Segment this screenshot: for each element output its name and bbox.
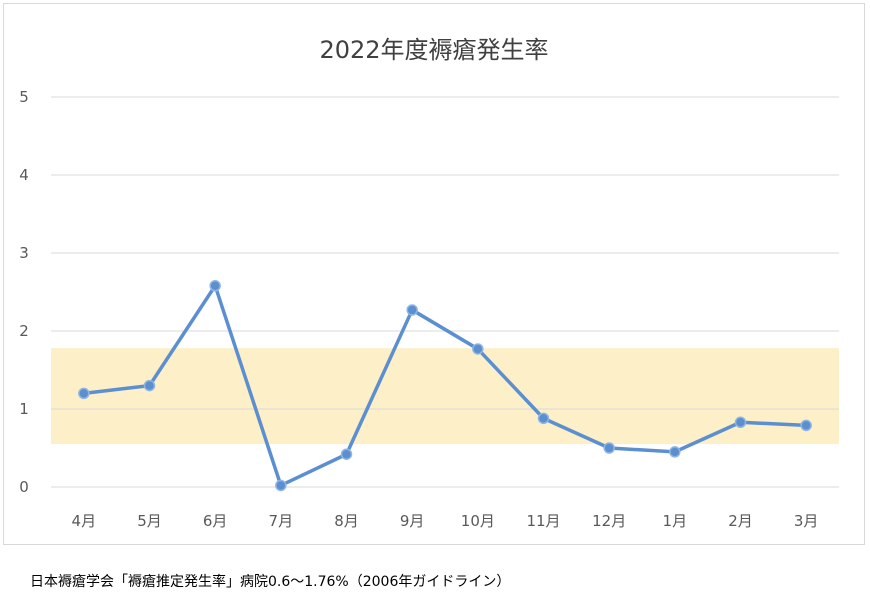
x-tick-label: 1月	[663, 512, 688, 530]
data-point	[78, 387, 90, 400]
x-tick-label: 10月	[461, 512, 495, 530]
x-tick-label: 4月	[72, 512, 97, 530]
y-tick-label: 0	[19, 478, 29, 496]
x-tick-label: 9月	[400, 512, 425, 530]
x-tick-label: 3月	[794, 512, 819, 530]
y-tick-label: 1	[19, 400, 29, 418]
x-tick-label: 2月	[728, 512, 753, 530]
data-point	[209, 280, 221, 292]
y-tick-label: 2	[19, 322, 29, 340]
x-tick-label: 11月	[526, 512, 560, 530]
data-point	[669, 446, 681, 458]
y-tick-label: 5	[19, 88, 29, 106]
data-point	[800, 419, 812, 432]
data-point	[472, 343, 484, 355]
footnote: 日本褥瘡学会「褥瘡推定発生率」病院0.6～1.76%（2006年ガイドライン）	[30, 574, 511, 590]
x-tick-label: 12月	[592, 512, 626, 530]
x-tick-label: 6月	[203, 512, 228, 530]
data-point	[340, 448, 353, 460]
y-tick-label: 4	[19, 166, 29, 184]
data-point	[406, 304, 418, 316]
x-tick-label: 7月	[269, 512, 294, 530]
x-tick-label: 5月	[137, 512, 162, 530]
chart-title: 2022年度褥瘡発生率	[319, 36, 548, 64]
x-tick-label: 8月	[334, 512, 359, 530]
chart-area: 2022年度褥瘡発生率 0 1 2 3 4 5 4月 5月 6月 7月 8月 9月 10月 11月 12月…	[3, 3, 865, 545]
data-point	[143, 379, 156, 392]
data-point	[734, 416, 747, 429]
y-tick-label: 3	[19, 244, 29, 262]
line-chart: 2022年度褥瘡発生率 0 1 2 3 4 5 4月 5月 6月 7月 8月 9月 10月 11月 12月…	[19, 36, 839, 530]
reference-band	[51, 348, 839, 445]
series-line	[82, 284, 808, 488]
data-point	[537, 412, 550, 425]
data-point	[603, 442, 615, 454]
data-point	[275, 479, 287, 492]
